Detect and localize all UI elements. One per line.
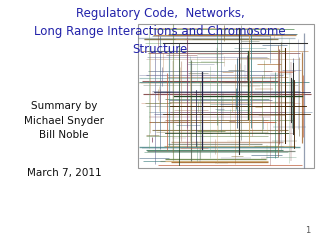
Bar	[138, 24, 314, 168]
Text: 1: 1	[305, 226, 310, 235]
Text: Summary by
Michael Snyder
Bill Noble: Summary by Michael Snyder Bill Noble	[24, 101, 104, 140]
Text: Regulatory Code,  Networks,
Long Range Interactions and Chromosome
Structure: Regulatory Code, Networks, Long Range In…	[34, 7, 286, 56]
Text: March 7, 2011: March 7, 2011	[27, 168, 101, 178]
